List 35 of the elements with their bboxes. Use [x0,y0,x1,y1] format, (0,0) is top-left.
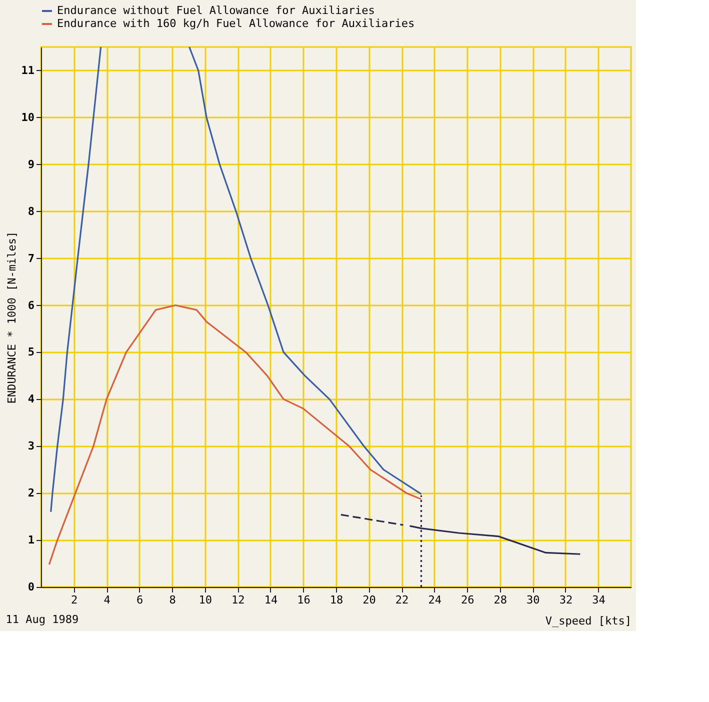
x-tick-label: 8 [169,594,176,606]
line-series [48,304,422,566]
x-tick-label: 16 [297,594,310,606]
x-tick-label: 34 [592,594,606,606]
y-tick-label: 0 [28,580,34,594]
x-tick-label: 20 [362,594,376,606]
x-tick-label: 24 [428,594,442,606]
x-tick-label: 4 [104,594,111,606]
x-tick-label: 28 [494,594,508,606]
y-tick-label: 1 [28,534,35,547]
x-tick-label: 6 [136,594,144,606]
y-axis-title: ENDURANCE * 1000 [N-miles] [5,231,18,404]
x-tick-label: 12 [232,594,245,606]
x-tick-label: 22 [395,594,409,606]
y-tick-label: 6 [28,298,35,312]
x-tick-label: 30 [526,594,540,606]
x-tick-label: 2 [70,594,78,606]
text: 11 Aug 1989 [6,613,79,626]
y-tick-label: 9 [28,158,34,171]
y-tick-label: 11 [21,64,35,77]
x-tick-label: 32 [559,594,573,606]
legend-label: Endurance without Fuel Allowance for Auxiliaries [57,4,375,17]
x-tick-label: 14 [264,594,278,606]
legend-label: Endurance with 160 kg/h Fuel Allowance for Auxiliaries [57,17,415,30]
y-tick-label: 4 [28,392,35,406]
x-tick-label: 26 [460,594,474,606]
y-tick-label: 3 [28,440,34,453]
y-tick-label: 2 [28,486,34,500]
y-tick-label: 10 [21,110,34,124]
y-tick-label: 7 [28,252,34,265]
y-tick-label: 5 [28,346,34,359]
y-tick-label: 8 [28,204,34,218]
x-tick-label: 18 [330,594,344,606]
x-axis-title: V_speed [kts] [545,614,632,628]
x-tick-label: 10 [198,594,212,606]
